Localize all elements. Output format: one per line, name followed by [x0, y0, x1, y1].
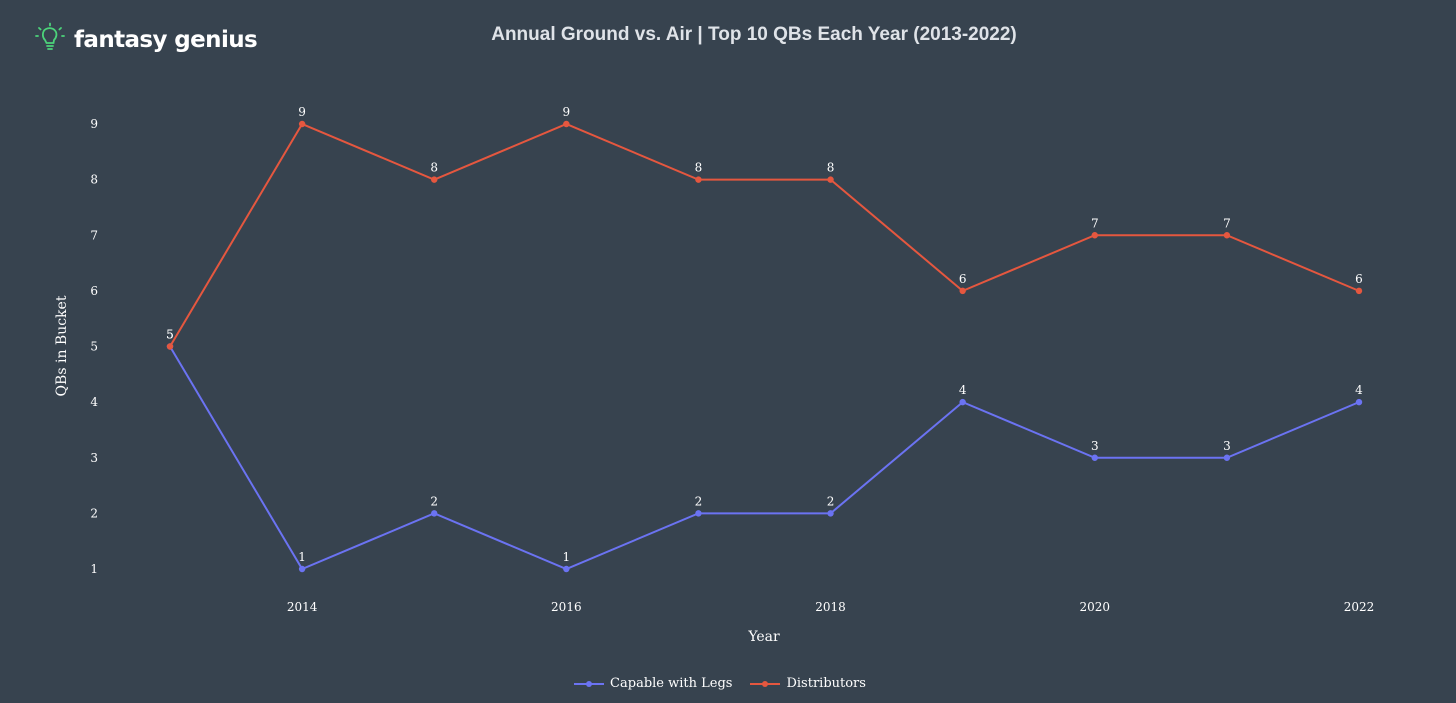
data-label: 7 [1223, 216, 1231, 230]
data-point [827, 176, 834, 183]
x-tick-label: 2014 [287, 600, 318, 614]
y-tick-label: 2 [90, 506, 98, 520]
data-point [563, 565, 570, 573]
data-point [959, 398, 966, 406]
data-point [827, 510, 834, 517]
y-tick-label: 6 [90, 284, 98, 298]
data-label: 8 [827, 161, 835, 175]
data-point [959, 287, 966, 295]
data-point [298, 120, 306, 128]
data-label: 7 [1091, 216, 1099, 230]
legend-label: Capable with Legs [610, 676, 733, 691]
data-label: 3 [1091, 439, 1099, 453]
legend-item[interactable]: Distributors [750, 676, 866, 691]
data-label: 8 [430, 161, 438, 175]
data-point [1091, 232, 1098, 239]
data-point [1223, 232, 1231, 239]
series-line-2 [169, 122, 1360, 348]
data-label: 6 [959, 272, 967, 286]
x-axis-label: Year [747, 629, 780, 645]
y-tick-label: 3 [90, 451, 98, 465]
x-tick-label: 2018 [815, 600, 846, 614]
data-label: 2 [430, 494, 438, 508]
chart-title: Annual Ground vs. Air | Top 10 QBs Each … [491, 24, 1017, 45]
line-chart: 1 2 3 4 5 6 7 8 9 2014 2016 2018 2020 2022 Year QBs in … [54, 105, 1375, 645]
data-label: 5 [166, 328, 174, 342]
data-point [431, 176, 438, 183]
data-label: 9 [563, 105, 571, 119]
data-label: 8 [695, 161, 703, 175]
data-point [563, 120, 570, 128]
data-point [1355, 398, 1363, 406]
y-tick-label: 9 [90, 117, 98, 131]
data-point [1355, 287, 1363, 295]
data-point [695, 176, 702, 183]
x-tick-label: 2022 [1344, 600, 1375, 614]
data-point [1223, 454, 1231, 461]
data-label: 9 [298, 105, 306, 119]
data-point [695, 510, 702, 517]
brand-name: fantasy genius [74, 27, 258, 53]
data-label: 4 [1355, 383, 1363, 397]
data-label: 2 [827, 494, 835, 508]
data-label: 3 [1223, 439, 1231, 453]
y-tick-label: 4 [90, 395, 98, 409]
chart-legend: Capable with Legs Distributors [0, 676, 1456, 691]
series-line-1 [169, 345, 1360, 571]
x-tick-label: 2020 [1080, 600, 1111, 614]
data-label: 1 [298, 550, 306, 564]
x-tick-label: 2016 [551, 600, 582, 614]
y-tick-label: 1 [90, 562, 98, 576]
y-axis-label: QBs in Bucket [54, 295, 70, 396]
data-point [1091, 454, 1098, 461]
data-label: 6 [1355, 272, 1363, 286]
legend-marker [574, 680, 605, 687]
data-label: 1 [563, 550, 571, 564]
y-tick-label: 8 [90, 173, 98, 187]
data-point [166, 343, 174, 350]
data-label: 2 [695, 494, 703, 508]
y-tick-label: 5 [90, 340, 98, 354]
y-tick-label: 7 [90, 228, 98, 242]
brand-logo: fantasy genius [34, 22, 258, 58]
data-label: 4 [959, 383, 967, 397]
data-point [298, 565, 306, 573]
data-point [431, 510, 438, 517]
lightbulb-icon [34, 22, 66, 58]
legend-item[interactable]: Capable with Legs [574, 676, 732, 691]
legend-label: Distributors [786, 676, 866, 691]
legend-marker [750, 680, 781, 687]
data-label: 5 [166, 328, 174, 342]
